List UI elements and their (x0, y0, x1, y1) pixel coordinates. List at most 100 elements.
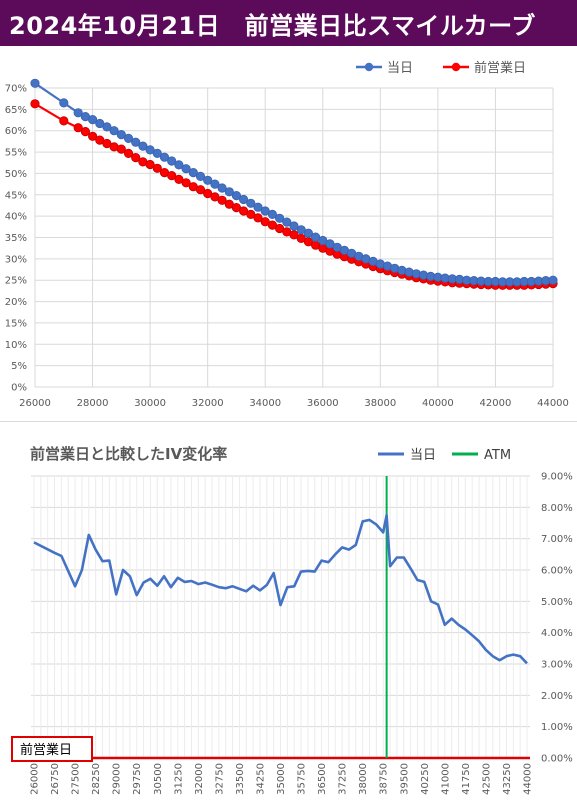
x-tick-label: 43250 (502, 763, 513, 795)
data-point (181, 164, 191, 174)
x-tick-label: 31250 (173, 763, 184, 795)
y-tick-label: 55% (5, 148, 27, 159)
y-tick-label: 4.00% (541, 628, 573, 639)
data-point (73, 108, 83, 118)
chart-legend: 当日 ATM (378, 448, 511, 463)
y-tick-label: 15% (5, 318, 27, 329)
data-point (195, 185, 206, 195)
data-point (231, 191, 241, 201)
y-tick-label: 20% (5, 297, 27, 308)
legend-item: ATM (452, 448, 511, 463)
data-point (80, 127, 91, 137)
data-point (303, 228, 313, 238)
x-tick-label: 38000 (358, 763, 369, 795)
x-tick-label: 42500 (481, 763, 492, 795)
x-tick-label: 44000 (523, 763, 534, 795)
x-tick-label: 34250 (255, 763, 266, 795)
data-point (210, 179, 220, 189)
data-point (116, 130, 126, 140)
legend-item: 当日 (356, 61, 413, 76)
chart-divider (0, 421, 577, 422)
data-point (152, 148, 162, 159)
data-point (145, 145, 155, 155)
iv-change-line (33, 513, 528, 665)
y-axis-ticks: 0.00% 1.00% 2.00% 3.00% 4.00% 5.00% 6.00% 7.00%… (541, 472, 573, 765)
data-point (102, 122, 112, 132)
data-point (88, 115, 98, 125)
y-tick-label: 50% (5, 169, 27, 180)
y-tick-label: 70% (5, 84, 27, 95)
data-point (138, 141, 148, 151)
legend-swatch-marker (451, 62, 461, 72)
y-tick-label: 10% (5, 340, 27, 351)
x-tick-label: 26750 (50, 763, 61, 795)
data-point (109, 126, 119, 136)
data-point (59, 98, 69, 108)
x-tick-label: 42000 (480, 398, 512, 409)
data-point (217, 195, 227, 205)
data-point (239, 194, 249, 205)
header-bar: 2024年10月21日 前営業日比スマイルカーブ (0, 0, 577, 46)
smile-curve-chart: 0% 5% 10% 15% 20% 25% 30% 35% 40% 45% 50% 55% 60% 65%… (5, 60, 569, 409)
y-tick-label: 8.00% (541, 503, 573, 514)
baseline-label: 前営業日 (20, 742, 72, 758)
x-tick-label: 32000 (192, 398, 224, 409)
y-tick-label: 3.00% (541, 660, 573, 671)
data-point (267, 209, 277, 219)
x-tick-label: 30000 (134, 398, 166, 409)
data-point (131, 153, 141, 163)
x-tick-label: 34000 (249, 398, 281, 409)
data-point (145, 159, 155, 170)
x-tick-label: 32000 (194, 763, 205, 795)
x-tick-label: 36000 (307, 398, 339, 409)
legend-swatch-marker (364, 62, 374, 72)
x-tick-label: 35000 (276, 763, 287, 795)
x-gridlines (33, 476, 528, 758)
legend-item: 当日 (378, 448, 436, 463)
x-tick-label: 40000 (422, 398, 454, 409)
legend-label: ATM (484, 448, 511, 463)
y-tick-label: 9.00% (541, 472, 573, 483)
data-point (123, 133, 134, 144)
x-tick-label: 33500 (235, 763, 246, 795)
data-point (289, 221, 299, 231)
data-point (253, 202, 263, 212)
legend-label: 当日 (410, 448, 436, 463)
page-title: 2024年10月21日 前営業日比スマイルカーブ (9, 12, 536, 40)
legend-label: 当日 (387, 61, 413, 76)
baseline-label-box (11, 736, 93, 762)
y-tick-label: 5% (11, 361, 27, 372)
x-tick-label: 27500 (71, 763, 82, 795)
data-point (246, 198, 256, 208)
iv-change-chart: 前営業日と比較したIV変化率 0.00% 1.00% 2.00% 3.00% 4.00%… (11, 445, 573, 795)
y-tick-label: 35% (5, 233, 27, 244)
x-tick-label: 44000 (537, 398, 569, 409)
x-gridlines (34, 88, 554, 387)
data-point (253, 213, 263, 223)
data-point (203, 175, 213, 185)
data-point (152, 163, 162, 173)
x-tick-label: 30500 (153, 763, 164, 795)
chart-series (30, 78, 558, 290)
chart-title: 前営業日と比較したIV変化率 (30, 445, 227, 463)
y-tick-label: 5.00% (541, 597, 573, 608)
x-tick-label: 28250 (91, 763, 102, 795)
x-tick-label: 38750 (379, 763, 390, 795)
x-tick-label: 35750 (297, 763, 308, 795)
x-tick-label: 38000 (364, 398, 396, 409)
data-point (167, 156, 177, 166)
data-point (59, 116, 69, 126)
x-tick-label: 26000 (19, 398, 51, 409)
x-tick-label: 41750 (461, 763, 472, 795)
y-tick-label: 60% (5, 126, 27, 137)
x-axis-ticks: 26000 28000 30000 32000 34000 36000 38000 40000… (19, 398, 569, 409)
x-tick-label: 29750 (132, 763, 143, 795)
x-tick-label: 28000 (77, 398, 109, 409)
data-point (224, 187, 234, 197)
y-tick-label: 6.00% (541, 566, 573, 577)
y-tick-label: 0.00% (541, 754, 573, 765)
data-point (246, 209, 256, 219)
y-tick-label: 30% (5, 254, 27, 265)
y-tick-label: 7.00% (541, 534, 573, 545)
data-point (116, 144, 126, 154)
